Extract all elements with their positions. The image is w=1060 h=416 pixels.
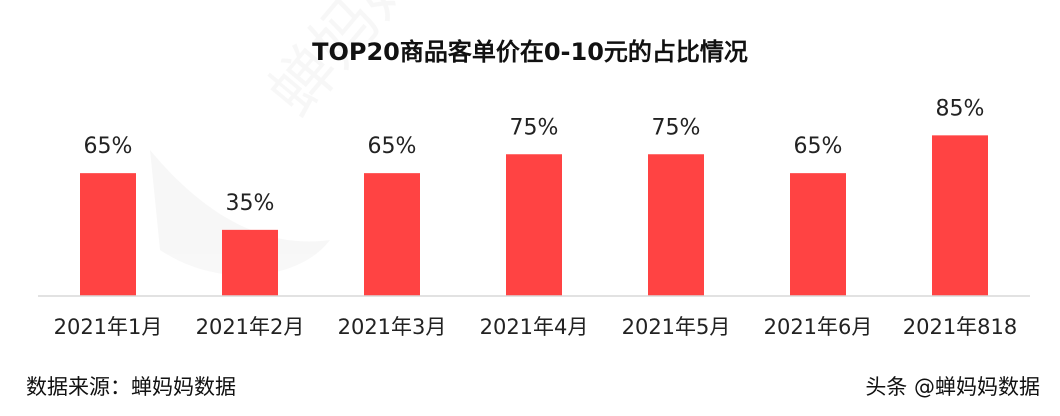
value-label-group: 65% 35% 65% 75% 75% 65% 85% [84,96,985,216]
chart-title: TOP20商品客单价在0-10元的占比情况 [312,38,748,66]
bar-group [80,135,988,296]
bar-2 [222,229,278,296]
category-label-2: 2021年2月 [196,315,305,339]
category-label-3: 2021年3月 [338,315,447,339]
source-note: 数据来源：蝉妈妈数据 [26,375,236,399]
value-label-4: 75% [510,115,559,140]
value-label-1: 65% [84,134,133,159]
value-label-5: 75% [652,115,701,140]
category-label-6: 2021年6月 [764,315,873,339]
category-label-group: 2021年1月 2021年2月 2021年3月 2021年4月 2021年5月 2021年… [54,315,1018,339]
value-label-3: 65% [368,134,417,159]
bar-4 [506,154,562,296]
value-label-2: 35% [226,191,275,216]
category-label-7: 2021年818 [903,315,1018,339]
category-label-1: 2021年1月 [54,315,163,339]
category-label-5: 2021年5月 [622,315,731,339]
value-label-6: 65% [794,134,843,159]
bar-7 [932,135,988,296]
bar-6 [790,173,846,296]
category-label-4: 2021年4月 [480,315,589,339]
credit-note: 头条 @蝉妈妈数据 [865,375,1040,399]
watermark-logo-shape [150,150,330,276]
bar-1 [80,173,136,296]
bar-5 [648,154,704,296]
value-label-7: 85% [936,96,985,121]
bar-3 [364,173,420,296]
